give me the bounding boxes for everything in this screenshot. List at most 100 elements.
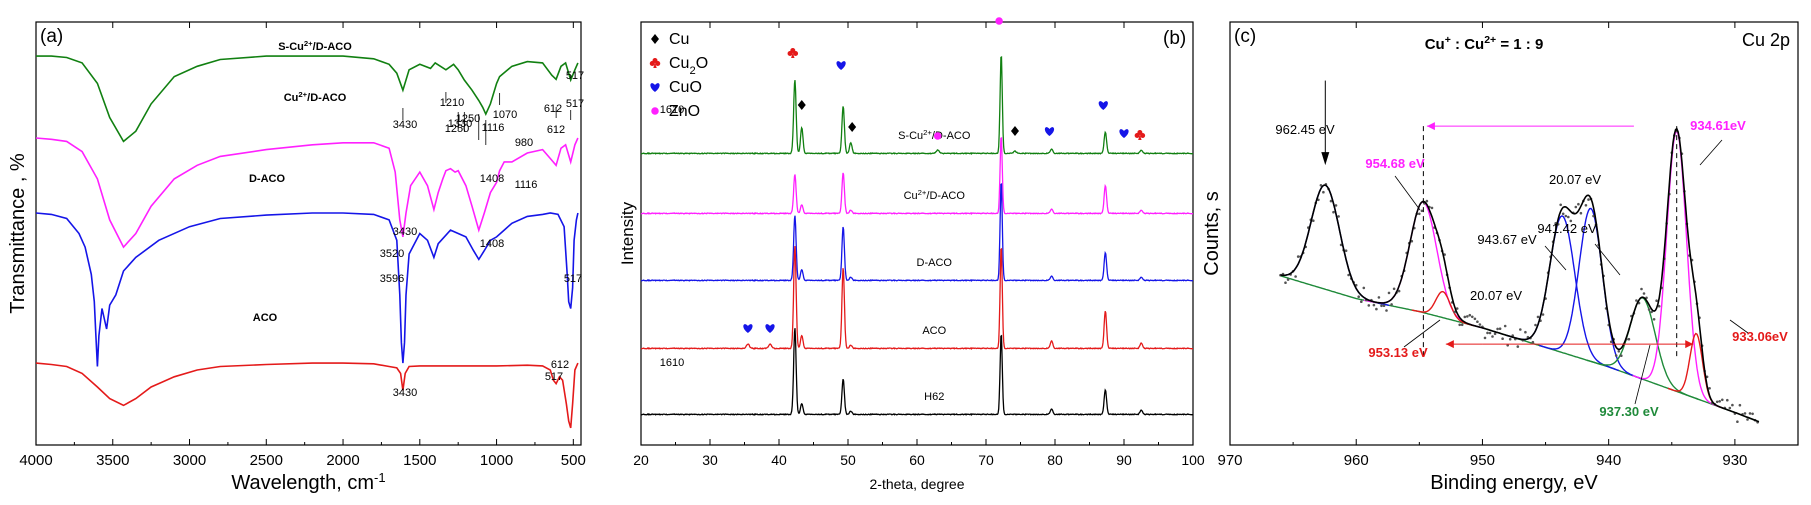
peak-annotation: 517 <box>566 70 584 82</box>
xps-data-point <box>1508 337 1512 341</box>
xps-data-point <box>1453 310 1456 314</box>
xps-data-point <box>1564 214 1568 218</box>
series-label-part: 2+ <box>304 39 313 48</box>
phase-marker-heart <box>765 324 775 333</box>
x-tick-label: 4000 <box>19 452 52 469</box>
xps-data-point <box>1657 304 1661 308</box>
xrd-line-s-cu2-d-aco <box>640 56 1194 155</box>
phase-marker-club-lobe <box>1134 133 1140 138</box>
xps-data-point <box>1534 323 1537 327</box>
xrd-line-aco <box>640 246 1194 350</box>
x-tick-label: 950 <box>1470 452 1495 469</box>
peak-annotation: 1116 <box>482 122 505 134</box>
xps-data-point <box>1496 327 1499 331</box>
panel-label-b: (b) <box>1163 28 1186 49</box>
peak-annotation: 943.67 eV <box>1477 232 1537 247</box>
xps-data-point <box>1579 211 1583 215</box>
x-tick-label: 3000 <box>173 452 206 469</box>
phase-marker-circle <box>995 17 1003 25</box>
legend-marker-heart <box>650 83 660 92</box>
xps-data-point <box>1642 292 1646 295</box>
annotation-leader <box>1403 319 1441 348</box>
energy-split-arrow-cu1-head <box>1685 340 1694 349</box>
phase-marker-diamond <box>1010 126 1019 136</box>
plot-frame <box>1229 21 1799 446</box>
xps-data-point <box>1296 255 1300 258</box>
xps-data-point <box>1531 340 1535 344</box>
phase-marker-heart <box>743 324 753 333</box>
x-tick-label: 960 <box>1344 452 1369 469</box>
x-tick-label: 1000 <box>480 452 513 469</box>
xps-data-point <box>1721 398 1724 402</box>
x-tick-label: 1500 <box>403 452 436 469</box>
legend-label: Cu2O <box>669 55 708 77</box>
x-tick-label: 20 <box>633 452 649 468</box>
series-label-part: 2+ <box>918 188 927 197</box>
series-label-part: S-Cu <box>278 41 304 53</box>
xps-data-point <box>1344 249 1348 252</box>
series-label: Cu2+/D-ACO <box>904 188 966 203</box>
legend-label-part: Cu <box>669 55 689 72</box>
xps-data-point <box>1478 323 1482 326</box>
xps-data-point <box>1392 287 1396 291</box>
x-tick-label: 40 <box>771 452 787 468</box>
xps-data-point <box>1312 219 1315 222</box>
x-tick-label: 90 <box>1116 452 1132 468</box>
peak-annotation: 1116 <box>515 179 538 191</box>
xps-data-point <box>1488 331 1492 335</box>
legend-label: ZnO <box>669 103 700 120</box>
x-tick-label: 50 <box>840 452 856 468</box>
peak-annotation: 3596 <box>380 273 404 285</box>
legend-marker-club <box>649 58 661 68</box>
peak-annotation: 1210 <box>440 97 464 109</box>
phase-marker-club <box>787 48 799 58</box>
x-tick-label: 60 <box>909 452 925 468</box>
series-label-part: 2+ <box>923 128 932 137</box>
plot-frame <box>35 21 582 446</box>
phase-marker-club <box>1134 130 1146 140</box>
peak-annotation: 1610 <box>660 357 684 369</box>
legend-marker-club-lobe <box>649 61 655 66</box>
xps-data-point <box>1561 212 1565 216</box>
series-label-part: /D-ACO <box>307 92 347 104</box>
xps-data-point <box>1655 299 1658 303</box>
legend-label-part: CuO <box>669 79 702 96</box>
xps-data-point <box>1609 340 1613 344</box>
xps-data-point <box>1483 336 1487 340</box>
panel-b: 20 30 40 50 60 70 80 90 100S-Cu2+/D-ACOCu2+/D-AC… <box>618 17 1205 492</box>
x-tick-label: 940 <box>1596 452 1621 469</box>
chart-title: Cu+ : Cu2+ = 1 : 9 <box>1425 34 1544 53</box>
x-tick-label: 500 <box>561 452 586 469</box>
xps-data-point <box>1382 304 1386 308</box>
peak-annotation: 517 <box>564 273 582 285</box>
series-label-part: D-ACO <box>249 173 285 185</box>
xps-data-point <box>1367 304 1371 307</box>
x-tick-label: 80 <box>1047 452 1063 468</box>
panel-a: 4000 3500 3000 2500 2000 1500 1000 500S-Cu2+/D-… <box>7 21 684 494</box>
x-tick-label: 970 <box>1217 452 1242 469</box>
phase-marker-heart <box>1044 127 1055 136</box>
xps-data-point <box>1718 400 1721 403</box>
series-label-part: ACO <box>922 325 946 337</box>
series-label: D-ACO <box>249 173 285 185</box>
xps-data-point <box>1473 317 1477 321</box>
xps-component-satellite-941-42 <box>1538 207 1643 380</box>
xps-envelope <box>1280 127 1760 423</box>
ftir-line-d-aco <box>35 212 579 367</box>
xps-data-point <box>1471 315 1474 319</box>
series-label-part: /D-ACO <box>926 190 965 202</box>
legend-label-part: O <box>696 55 708 72</box>
phase-marker-heart <box>836 61 846 70</box>
xps-data-point <box>1516 345 1520 348</box>
xps-data-point <box>1493 332 1497 336</box>
annotation-leader <box>1544 245 1567 271</box>
xps-data-point <box>1726 398 1729 402</box>
xps-data-point <box>1468 313 1472 317</box>
xps-data-point <box>1524 330 1527 334</box>
phase-marker-club-lobe <box>793 51 799 56</box>
phase-marker-diamond <box>797 100 806 110</box>
peak-annotation: 20.07 eV <box>1549 172 1601 187</box>
xps-data-point <box>1372 303 1376 307</box>
x-tick-label: 930 <box>1722 452 1747 469</box>
